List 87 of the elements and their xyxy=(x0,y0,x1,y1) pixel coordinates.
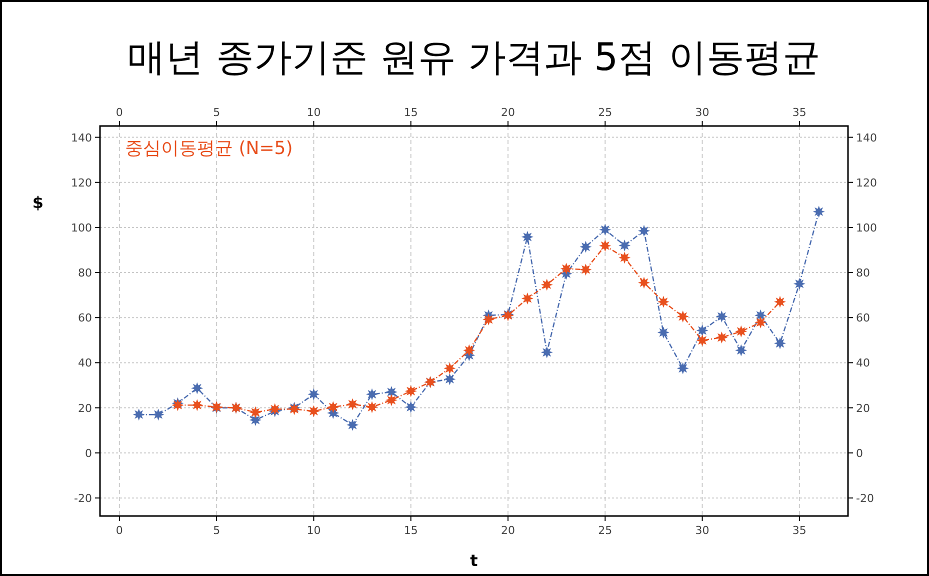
x-axis-title: t xyxy=(470,551,478,570)
y-tick-label: 100 xyxy=(71,221,92,234)
point xyxy=(676,362,689,374)
x-tick-label: 10 xyxy=(306,106,321,119)
y2-tick-label: -20 xyxy=(856,492,874,505)
y2-tick-label: 80 xyxy=(856,266,870,280)
x-tick-label: 15 xyxy=(404,106,418,119)
y-tick-label: 40 xyxy=(78,356,92,370)
point xyxy=(735,344,748,356)
point xyxy=(599,224,612,236)
point xyxy=(191,399,204,412)
point xyxy=(793,278,806,290)
x2-tick-label: 0 xyxy=(116,524,123,537)
point xyxy=(521,230,534,243)
x2-tick-label: 5 xyxy=(213,524,220,537)
x-tick-label: 0 xyxy=(116,106,123,119)
point xyxy=(696,334,708,346)
y2-tick-label: 60 xyxy=(856,312,870,325)
y2-tick-label: 20 xyxy=(856,402,870,415)
point xyxy=(521,292,534,304)
y-tick-label: 140 xyxy=(71,131,92,144)
point xyxy=(444,373,456,386)
point xyxy=(716,332,728,344)
y-tick-label: 120 xyxy=(71,176,92,190)
y2-tick-label: 120 xyxy=(856,176,877,190)
point xyxy=(132,408,145,421)
point xyxy=(599,240,612,252)
x-tick-label: 35 xyxy=(792,106,806,119)
point xyxy=(191,382,204,394)
y-axis-title: $ xyxy=(32,193,44,212)
point xyxy=(463,344,476,356)
y-tick-label: 60 xyxy=(78,312,92,325)
point xyxy=(346,418,359,431)
point xyxy=(404,401,417,414)
point xyxy=(716,310,728,322)
x-tick-label: 5 xyxy=(213,106,220,119)
y-tick-label: 80 xyxy=(78,266,92,280)
point xyxy=(482,313,495,326)
x2-tick-label: 20 xyxy=(501,524,515,537)
point xyxy=(754,316,767,328)
point xyxy=(560,262,572,275)
point xyxy=(580,240,592,253)
point xyxy=(696,324,708,336)
point xyxy=(308,405,320,418)
point xyxy=(618,240,631,252)
x2-tick-label: 30 xyxy=(695,524,710,537)
x-tick-label: 25 xyxy=(598,106,612,119)
point xyxy=(657,296,670,308)
point xyxy=(657,326,670,338)
point xyxy=(385,386,398,398)
point xyxy=(774,296,786,308)
point xyxy=(812,206,825,218)
x-tick-label: 20 xyxy=(501,106,515,119)
point xyxy=(308,388,320,400)
point xyxy=(152,408,164,421)
y2-tick-label: 100 xyxy=(856,221,877,234)
point xyxy=(580,264,592,276)
y2-tick-label: 40 xyxy=(856,356,870,370)
point xyxy=(249,406,262,418)
point xyxy=(249,414,262,426)
x2-tick-label: 35 xyxy=(792,524,806,537)
x2-tick-label: 10 xyxy=(306,524,321,537)
point xyxy=(735,325,748,338)
point xyxy=(638,224,650,237)
chart-title: 매년 종가기준 원유 가격과 5점 이동평균 xyxy=(128,35,820,79)
x2-tick-label: 15 xyxy=(404,524,418,537)
y-tick-label: 0 xyxy=(85,446,92,460)
x2-tick-label: 25 xyxy=(598,524,612,537)
point xyxy=(366,401,378,414)
point xyxy=(638,276,650,289)
y-tick-label: 20 xyxy=(78,402,92,415)
text: 중심이동평균 (N=5) xyxy=(125,138,293,159)
point xyxy=(404,385,417,398)
y-tick-label: -20 xyxy=(74,492,92,505)
x-tick-label: 30 xyxy=(695,106,710,119)
point xyxy=(327,401,340,414)
y2-tick-label: 0 xyxy=(856,446,863,460)
point xyxy=(346,398,359,410)
point xyxy=(444,362,456,374)
point xyxy=(385,394,398,406)
point xyxy=(774,337,786,350)
point xyxy=(676,310,689,322)
y2-tick-label: 140 xyxy=(856,131,877,144)
point xyxy=(618,252,631,264)
point xyxy=(540,346,553,358)
point xyxy=(366,388,378,400)
point xyxy=(540,278,553,291)
